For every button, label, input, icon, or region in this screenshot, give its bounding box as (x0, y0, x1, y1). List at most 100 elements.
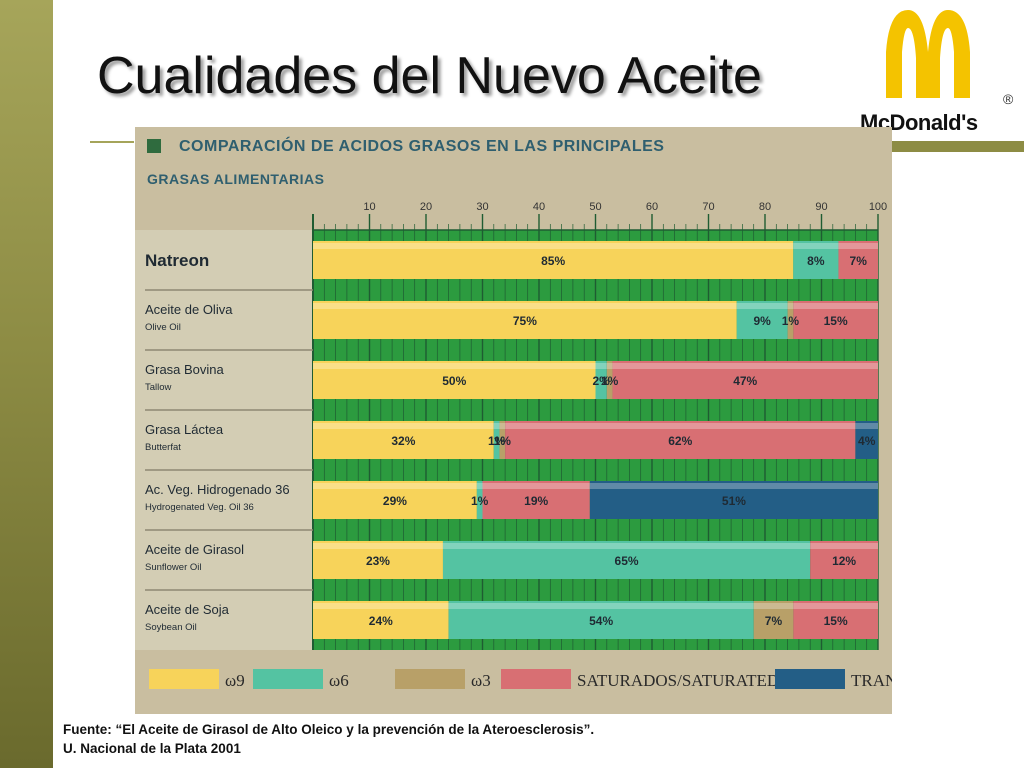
legend-label: SATURADOS/SATURATED (577, 671, 779, 690)
tick-label: 40 (533, 201, 545, 213)
bar-segment-highlight (736, 303, 788, 309)
chart-panel: COMPARACIÓN DE ACIDOS GRASOS EN LAS PRIN… (135, 127, 892, 714)
tick-label: 80 (759, 201, 771, 213)
data-label: 75% (513, 314, 537, 328)
data-label: 7% (850, 254, 868, 268)
tick-label: 60 (646, 201, 658, 213)
bar-segment-highlight (313, 423, 494, 429)
data-label: 51% (722, 494, 746, 508)
data-label: 50% (442, 374, 466, 388)
data-label: 1% (494, 434, 512, 448)
legend-label: ω6 (329, 671, 349, 690)
tick-label: 90 (815, 201, 827, 213)
legend-swatch (775, 669, 845, 689)
bar-segment-highlight (595, 363, 607, 369)
bar-segment-highlight (493, 423, 500, 429)
bar-segment (505, 421, 856, 459)
data-label: 54% (589, 614, 613, 628)
source-line-1: Fuente: “El Aceite de Girasol de Alto Ol… (63, 722, 595, 737)
bar-segment (793, 601, 878, 639)
legend-swatch (395, 669, 465, 689)
bar-segment (787, 301, 794, 339)
data-label: 1% (471, 494, 489, 508)
category-sublabel: Sunflower Oil (145, 562, 202, 573)
data-label: 29% (383, 494, 407, 508)
bar-segment-highlight (810, 543, 878, 549)
bar-segment (838, 241, 878, 279)
bar-segment-highlight (482, 483, 590, 489)
category-sublabel: Soybean Oil (145, 622, 197, 633)
category-label: Aceite de Oliva (145, 302, 233, 317)
golden-arches-icon (886, 10, 970, 98)
tick-label: 100 (869, 201, 887, 213)
legend-swatch (253, 669, 323, 689)
bar-segment (589, 481, 878, 519)
data-label: 19% (524, 494, 548, 508)
bar-segment (753, 601, 794, 639)
bar-segment (612, 361, 878, 399)
mcdonalds-logo: ® (886, 10, 1014, 107)
data-label: 85% (541, 254, 565, 268)
data-label: 32% (391, 434, 415, 448)
data-label: 1% (488, 434, 506, 448)
bar-segment (313, 301, 737, 339)
bar-segment-highlight (855, 423, 878, 429)
tick-label: 70 (702, 201, 714, 213)
bar-segment-highlight (787, 303, 794, 309)
data-label: 2% (592, 374, 610, 388)
data-label: 4% (858, 434, 876, 448)
data-label: 7% (765, 614, 783, 628)
bar-segment (313, 361, 596, 399)
data-label: 62% (668, 434, 692, 448)
bar-segment-highlight (448, 603, 754, 609)
legend-label: ω3 (471, 671, 491, 690)
category-sublabel: Butterfat (145, 442, 181, 453)
title-underline (90, 141, 134, 143)
bar-segment (855, 421, 878, 459)
bar-segment (313, 541, 443, 579)
bar-segment-highlight (505, 423, 856, 429)
bar-segment (313, 421, 494, 459)
data-label: 1% (601, 374, 619, 388)
bar-segment (793, 301, 878, 339)
bar-segment (313, 481, 477, 519)
data-label: 47% (733, 374, 757, 388)
title-underline-right (892, 141, 1024, 152)
bar-segment-highlight (793, 243, 839, 249)
slide-title: Cualidades del Nuevo Aceite (97, 47, 762, 105)
data-label: 15% (824, 614, 848, 628)
data-label: 9% (754, 314, 772, 328)
data-label: 12% (832, 554, 856, 568)
category-label: Grasa Bovina (145, 362, 225, 377)
data-label: 23% (366, 554, 390, 568)
bar-segment (595, 361, 607, 399)
category-sublabel: Hydrogenated Veg. Oil 36 (145, 502, 254, 513)
bar-segment (442, 541, 811, 579)
bar-segment-highlight (753, 603, 794, 609)
bar-segment-highlight (476, 483, 483, 489)
data-label: 1% (782, 314, 800, 328)
chart-title: COMPARACIÓN DE ACIDOS GRASOS EN LAS PRIN… (179, 136, 664, 155)
category-label: Aceite de Girasol (145, 542, 244, 557)
bar-segment-highlight (838, 243, 878, 249)
bar-segment-highlight (313, 483, 477, 489)
left-decorative-bar (0, 0, 53, 768)
bar-segment (482, 481, 590, 519)
data-label: 15% (824, 314, 848, 328)
bar-segment (476, 481, 483, 519)
bar-segment-highlight (442, 543, 811, 549)
tick-label: 10 (363, 201, 375, 213)
chart-subtitle: GRASAS ALIMENTARIAS (147, 171, 325, 187)
tick-label: 50 (589, 201, 601, 213)
bar-segment-highlight (499, 423, 506, 429)
legend-label: TRANS (851, 671, 892, 690)
bar-segment-highlight (313, 243, 794, 249)
fatty-acid-chart: COMPARACIÓN DE ACIDOS GRASOS EN LAS PRIN… (135, 136, 892, 690)
tick-label: 20 (420, 201, 432, 213)
legend-swatch (149, 669, 219, 689)
bar-segment-highlight (793, 303, 878, 309)
registered-mark: ® (1003, 91, 1014, 107)
chart-title-square-icon (147, 139, 161, 153)
source-line-2: U. Nacional de la Plata 2001 (63, 741, 241, 756)
bar-segment (736, 301, 788, 339)
